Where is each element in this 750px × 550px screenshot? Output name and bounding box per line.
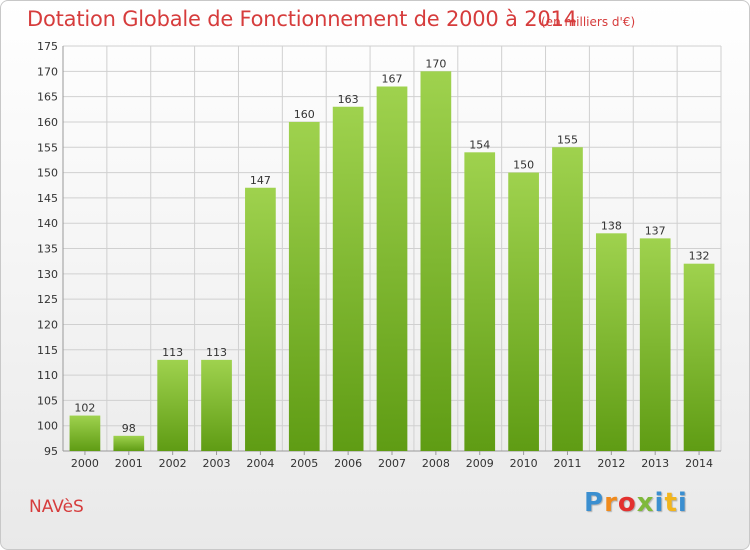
- data-label: 147: [250, 174, 271, 187]
- x-tick-label: 2014: [685, 457, 713, 470]
- data-label: 132: [689, 250, 710, 263]
- data-label: 113: [206, 346, 227, 359]
- x-tick-label: 2012: [597, 457, 625, 470]
- y-tick-label: 105: [37, 394, 58, 407]
- y-tick-label: 165: [37, 91, 58, 104]
- y-tick-label: 110: [37, 369, 58, 382]
- proxiti-logo[interactable]: Proxiti: [584, 488, 688, 518]
- data-label: 150: [513, 159, 534, 172]
- y-tick-label: 175: [37, 40, 58, 53]
- x-tick-label: 2006: [334, 457, 362, 470]
- bar: [69, 415, 101, 451]
- x-tick-label: 2009: [466, 457, 494, 470]
- bar: [552, 147, 583, 451]
- x-tick-label: 2008: [422, 457, 450, 470]
- y-tick-label: 130: [37, 268, 58, 281]
- y-tick-label: 140: [37, 217, 58, 230]
- bar: [420, 71, 452, 451]
- data-label: 138: [601, 219, 622, 232]
- bar: [201, 359, 232, 451]
- chart-title: Dotation Globale de Fonctionnement de 20…: [27, 7, 577, 31]
- bar: [376, 86, 408, 451]
- data-label: 155: [557, 133, 578, 146]
- bar: [683, 263, 715, 451]
- bars: [69, 71, 715, 451]
- x-tick-label: 2000: [71, 457, 99, 470]
- y-tick-label: 155: [37, 141, 58, 154]
- data-label: 163: [338, 93, 359, 106]
- x-tick-label: 2002: [159, 457, 187, 470]
- x-tick-label: 2003: [203, 457, 231, 470]
- data-label: 160: [294, 108, 315, 121]
- x-tick-label: 2013: [641, 457, 669, 470]
- logo-letter: x: [636, 488, 655, 518]
- bar: [245, 187, 276, 451]
- y-tick-label: 150: [37, 167, 58, 180]
- data-labels: 102 98 113 113 147 160 163 167 170 154 150 155 138 13…: [74, 57, 709, 435]
- data-label: 102: [74, 402, 95, 415]
- logo-letter: i: [654, 488, 665, 518]
- chart-subtitle: (en milliers d'€): [541, 15, 636, 29]
- y-tick-label: 135: [37, 243, 58, 256]
- logo-letter: o: [617, 488, 637, 518]
- bar: [639, 238, 671, 451]
- y-tick-label: 120: [37, 318, 58, 331]
- axes: 95 100 105 110 115 120 125 130 135 140 145 150 155 16…: [37, 40, 721, 470]
- y-tick-label: 125: [37, 293, 58, 306]
- bar: [464, 152, 496, 451]
- logo-letter: t: [664, 488, 678, 518]
- bar: [113, 435, 145, 451]
- y-tick-label: 145: [37, 192, 58, 205]
- y-tick-label: 115: [37, 344, 58, 357]
- commune-name: NAVèS: [29, 497, 84, 517]
- bar: [508, 172, 539, 451]
- logo-letter: P: [584, 488, 605, 518]
- data-label: 167: [382, 73, 403, 86]
- logo-letter: r: [604, 488, 618, 518]
- bar: [332, 106, 364, 451]
- x-tick-label: 2004: [246, 457, 274, 470]
- y-tick-label: 100: [37, 420, 58, 433]
- data-label: 98: [122, 422, 136, 435]
- data-label: 137: [645, 224, 666, 237]
- y-tick-label: 95: [44, 445, 58, 458]
- bar: [595, 233, 627, 451]
- x-tick-label: 2005: [290, 457, 318, 470]
- data-label: 113: [162, 346, 183, 359]
- x-tick-label: 2007: [378, 457, 406, 470]
- x-tick-label: 2011: [553, 457, 581, 470]
- y-tick-label: 170: [37, 65, 58, 78]
- x-tick-label: 2001: [115, 457, 143, 470]
- data-label: 154: [469, 138, 490, 151]
- x-tick-label: 2010: [510, 457, 538, 470]
- bar: [157, 359, 189, 451]
- y-tick-label: 160: [37, 116, 58, 129]
- logo-letter: i: [677, 488, 688, 518]
- data-label: 170: [425, 57, 446, 70]
- bar: [288, 121, 320, 451]
